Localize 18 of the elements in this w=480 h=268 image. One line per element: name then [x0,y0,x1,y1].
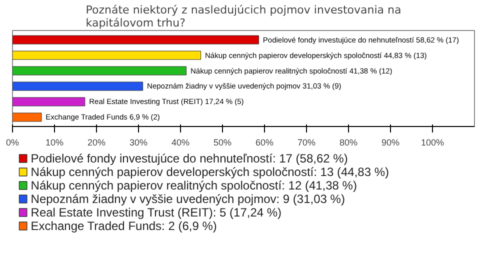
x-tick-label: 50% [213,138,232,148]
x-tick-label: 80% [339,138,358,148]
x-tick-label: 0% [6,138,20,148]
legend-label: Exchange Traded Funds: 2 (6,9 %) [30,219,217,233]
x-tick-label: 20% [87,138,106,148]
x-tick-label: 30% [129,138,148,148]
legend-label: Nepoznám žiadny v vyššie uvedených pojmov: 9 (31,03 %) [30,192,345,206]
x-tick-label: 10% [45,138,64,148]
x-tick-label: 70% [297,138,316,148]
x-tick-label: 60% [255,138,274,148]
x-tick-label: 100% [420,138,444,148]
legend-label: Podielové fondy investujúce do nehnuteľností: 17 (58,62 %) [30,152,348,166]
legend-label: Real Estate Investing Trust (REIT): 5 (17,24 %) [30,206,282,220]
x-tick-label: 40% [171,138,190,148]
chart-title: Poznáte niektorý z nasledujúcich pojmov investovania na kapitálovom trhu? [86,4,402,30]
legend-label: Nákup cenných papierov developerských spoločností: 13 (44,83 %) [30,165,390,179]
x-tick-label: 90% [381,138,400,148]
legend-label: Nákup cenných papierov realitných spoločností: 12 (41,38 %) [30,178,357,192]
